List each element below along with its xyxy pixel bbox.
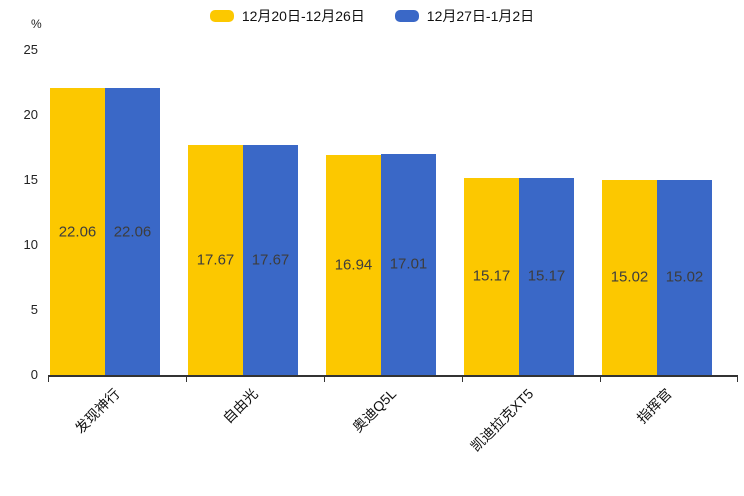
y-axis: 0 5 10 15 20 25 bbox=[0, 42, 40, 382]
bar[interactable]: 22.06 bbox=[105, 88, 160, 375]
x-axis-tick bbox=[186, 377, 187, 382]
x-axis-label: 凯迪拉克XT5 bbox=[467, 385, 537, 455]
category-group: 15.02 15.02 指挥官 bbox=[600, 50, 738, 426]
x-axis-label: 指挥官 bbox=[633, 385, 675, 427]
plot-area: 22.06 22.06 发现神行 17.67 17.67 自由光 16.94 17.01 奥迪Q… bbox=[48, 50, 738, 454]
legend-swatch-yellow-icon bbox=[209, 10, 234, 22]
x-axis-label-anchor: 凯迪拉克XT5 bbox=[462, 384, 537, 454]
x-axis-label-anchor: 指挥官 bbox=[600, 384, 675, 426]
x-axis-label: 奥迪Q5L bbox=[348, 385, 399, 436]
legend: 12月20日-12月26日 12月27日-1月2日 bbox=[0, 6, 744, 26]
legend-label: 12月27日-1月2日 bbox=[426, 8, 535, 24]
bar[interactable]: 15.02 bbox=[602, 179, 657, 375]
bar-value-label: 15.17 bbox=[527, 267, 566, 285]
bar[interactable]: 17.67 bbox=[188, 145, 243, 375]
bar[interactable]: 16.94 bbox=[326, 154, 381, 375]
bar[interactable]: 17.67 bbox=[243, 145, 298, 375]
bar-value-label: 15.02 bbox=[610, 268, 649, 286]
y-axis-tick-label: 25 bbox=[23, 42, 38, 57]
bar[interactable]: 15.17 bbox=[519, 177, 574, 375]
x-axis-label-anchor: 奥迪Q5L bbox=[324, 384, 399, 435]
legend-item-week1[interactable]: 12月20日-12月26日 bbox=[209, 6, 365, 26]
x-axis-label: 自由光 bbox=[219, 385, 261, 427]
bar-value-label: 22.06 bbox=[113, 223, 152, 241]
x-axis-label: 发现神行 bbox=[71, 385, 123, 437]
bar-value-label: 17.67 bbox=[251, 251, 290, 269]
category-group: 15.17 15.17 凯迪拉克XT5 bbox=[462, 50, 600, 454]
legend-swatch-blue-icon bbox=[394, 10, 419, 22]
x-axis-label-anchor: 自由光 bbox=[186, 384, 261, 426]
bar[interactable]: 15.17 bbox=[464, 177, 519, 375]
legend-label: 12月20日-12月26日 bbox=[241, 8, 365, 24]
x-axis-tick bbox=[462, 377, 463, 382]
x-axis-tick bbox=[737, 377, 738, 382]
bar[interactable]: 17.01 bbox=[381, 153, 436, 375]
y-axis-tick-label: 20 bbox=[23, 107, 38, 122]
y-axis-tick-label: 5 bbox=[30, 302, 38, 317]
bar[interactable]: 15.02 bbox=[657, 179, 712, 375]
bar-value-label: 15.17 bbox=[472, 267, 511, 285]
y-axis-unit-label: % bbox=[31, 17, 42, 31]
category-group: 17.67 17.67 自由光 bbox=[186, 50, 324, 426]
x-axis-tick bbox=[600, 377, 601, 382]
legend-item-week2[interactable]: 12月27日-1月2日 bbox=[394, 6, 535, 26]
bar-value-label: 17.67 bbox=[196, 251, 235, 269]
x-axis-tick bbox=[324, 377, 325, 382]
bar-value-label: 15.02 bbox=[665, 268, 704, 286]
bar-value-label: 22.06 bbox=[58, 223, 97, 241]
category-group: 22.06 22.06 发现神行 bbox=[48, 50, 186, 436]
y-axis-tick-label: 0 bbox=[30, 367, 38, 382]
x-axis-tick bbox=[48, 377, 49, 382]
bar-value-label: 17.01 bbox=[389, 255, 428, 273]
x-axis-label-anchor: 发现神行 bbox=[48, 384, 123, 436]
bar[interactable]: 22.06 bbox=[50, 88, 105, 375]
category-group: 16.94 17.01 奥迪Q5L bbox=[324, 50, 462, 435]
y-axis-tick-label: 15 bbox=[23, 172, 38, 187]
y-axis-tick-label: 10 bbox=[23, 237, 38, 252]
bar-value-label: 16.94 bbox=[334, 256, 373, 274]
